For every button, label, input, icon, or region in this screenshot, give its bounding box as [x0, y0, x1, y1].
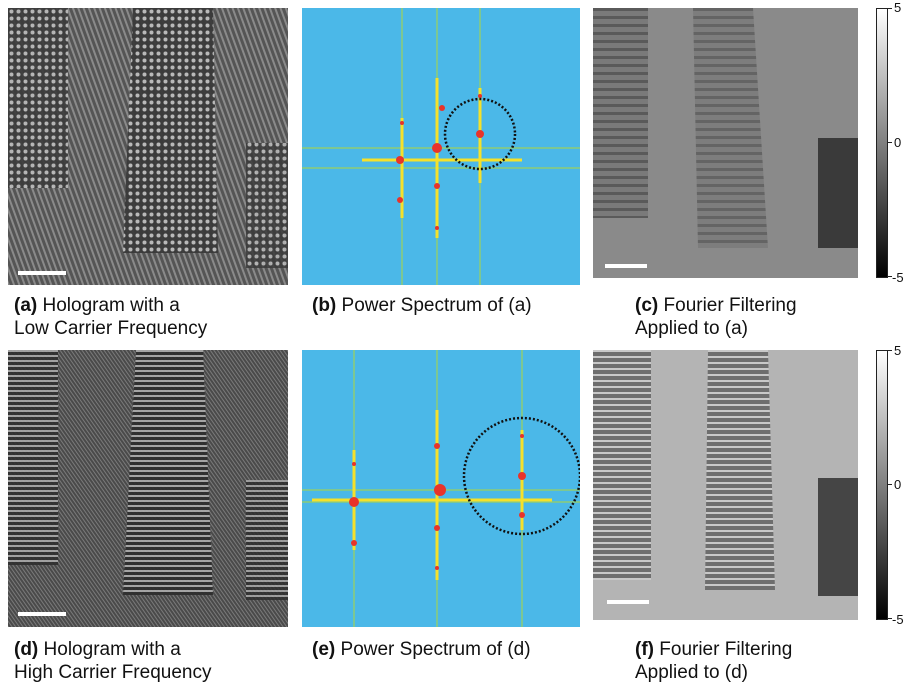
colorbar-max-label: 5 — [894, 343, 902, 358]
colorbar-mid-label: 0 — [894, 135, 902, 150]
caption-f: (f) Fourier Filtering Applied to (d) — [635, 639, 793, 683]
scale-bar — [18, 271, 66, 275]
power-spectrum-d-image — [302, 350, 580, 627]
caption-d: (d) Hologram with a High Carrier Frequenc… — [14, 639, 212, 683]
hologram-low-carrier-image — [8, 8, 288, 285]
scale-bar — [18, 612, 66, 616]
scale-bar — [607, 600, 649, 604]
caption-a: (a) Hologram with a Low Carrier Frequency — [14, 295, 208, 339]
caption-b: (b) Power Spectrum of (a) — [312, 295, 532, 316]
caption-c: (c) Fourier Filtering Applied to (a) — [635, 295, 797, 339]
hologram-high-carrier-image — [8, 350, 288, 627]
power-spectrum-a-image — [302, 8, 580, 285]
colorbar-mid-label: 0 — [894, 477, 902, 492]
colorbar-max-label: 5 — [894, 0, 902, 15]
colorbar-min-label: -5 — [892, 612, 904, 627]
caption-e: (e) Power Spectrum of (d) — [312, 639, 531, 660]
fourier-filtered-d-image — [593, 350, 858, 620]
colorbar — [876, 350, 888, 620]
fourier-filtered-a-image — [593, 8, 858, 278]
scale-bar — [605, 264, 647, 268]
colorbar-min-label: -5 — [892, 270, 904, 285]
colorbar — [876, 8, 888, 278]
